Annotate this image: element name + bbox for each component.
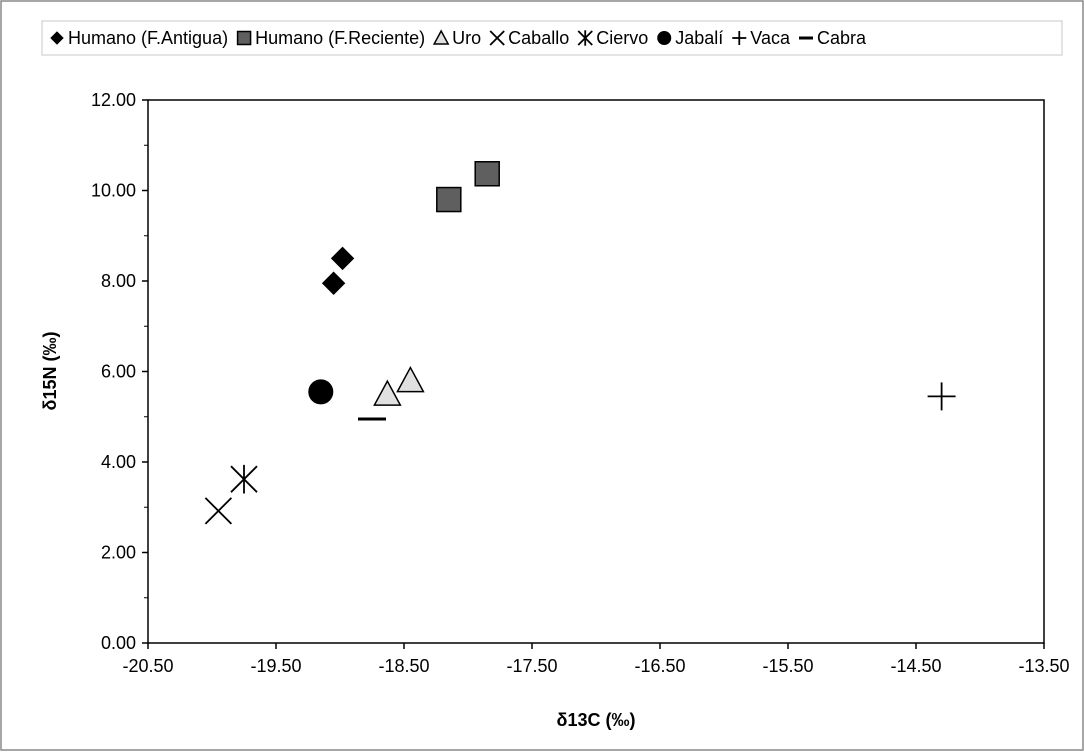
data-point: [396, 365, 425, 393]
y-tick-label: 6.00: [101, 362, 136, 382]
x-tick-label: -17.50: [506, 656, 557, 676]
data-point: [204, 497, 233, 525]
legend-symbol: [732, 31, 747, 45]
y-tick-label: 0.00: [101, 633, 136, 653]
legend-symbol: [657, 31, 672, 45]
data-point: [474, 161, 500, 187]
legend-entry: Humano (F.Antigua): [68, 28, 228, 48]
legend-symbol: [50, 31, 64, 45]
y-tick-label: 4.00: [101, 452, 136, 472]
legend-entry: Vaca: [750, 28, 791, 48]
data-point: [436, 186, 462, 213]
legend: Humano (F.Antigua) Humano (F.Reciente) Uro…: [50, 28, 867, 48]
data-point: [373, 379, 402, 406]
legend-entry: Uro: [452, 28, 481, 48]
x-axis-title: δ13C (‰): [557, 710, 636, 730]
y-axis-title: δ15N (‰): [40, 332, 60, 411]
x-tick-label: -20.50: [122, 656, 173, 676]
data-points: [204, 161, 956, 525]
y-axis: 0.00 2.00 4.00 6.00 8.00 10.00 12.00: [91, 90, 148, 653]
legend-entry: Caballo: [508, 28, 569, 48]
x-tick-label: -19.50: [250, 656, 301, 676]
data-point: [308, 379, 334, 405]
legend-symbol: [236, 30, 252, 46]
legend-symbol: [577, 30, 593, 46]
legend-entry: Cabra: [817, 28, 867, 48]
data-point: [321, 271, 346, 295]
data-point: [330, 246, 355, 271]
legend-symbol: [432, 29, 450, 45]
plot-area: [147, 99, 1045, 644]
y-tick-label: 10.00: [91, 181, 136, 201]
legend-symbol: [489, 30, 505, 46]
x-tick-label: -14.50: [890, 656, 941, 676]
y-tick-label: 12.00: [91, 90, 136, 110]
data-point: [927, 382, 956, 411]
y-tick-label: 2.00: [101, 543, 136, 563]
data-point: [230, 464, 258, 494]
legend-entry: Jabalí: [675, 28, 723, 48]
x-tick-label: -13.50: [1018, 656, 1069, 676]
y-tick-label: 8.00: [101, 271, 136, 291]
x-tick-label: -15.50: [762, 656, 813, 676]
legend-entry: Ciervo: [596, 28, 648, 48]
x-tick-label: -18.50: [378, 656, 429, 676]
x-axis: -20.50 -19.50 -18.50 -17.50 -16.50 -15.50 -14.…: [122, 643, 1070, 676]
legend-box: [41, 20, 1063, 56]
legend-entry: Humano (F.Reciente): [255, 28, 425, 48]
x-tick-label: -16.50: [634, 656, 685, 676]
